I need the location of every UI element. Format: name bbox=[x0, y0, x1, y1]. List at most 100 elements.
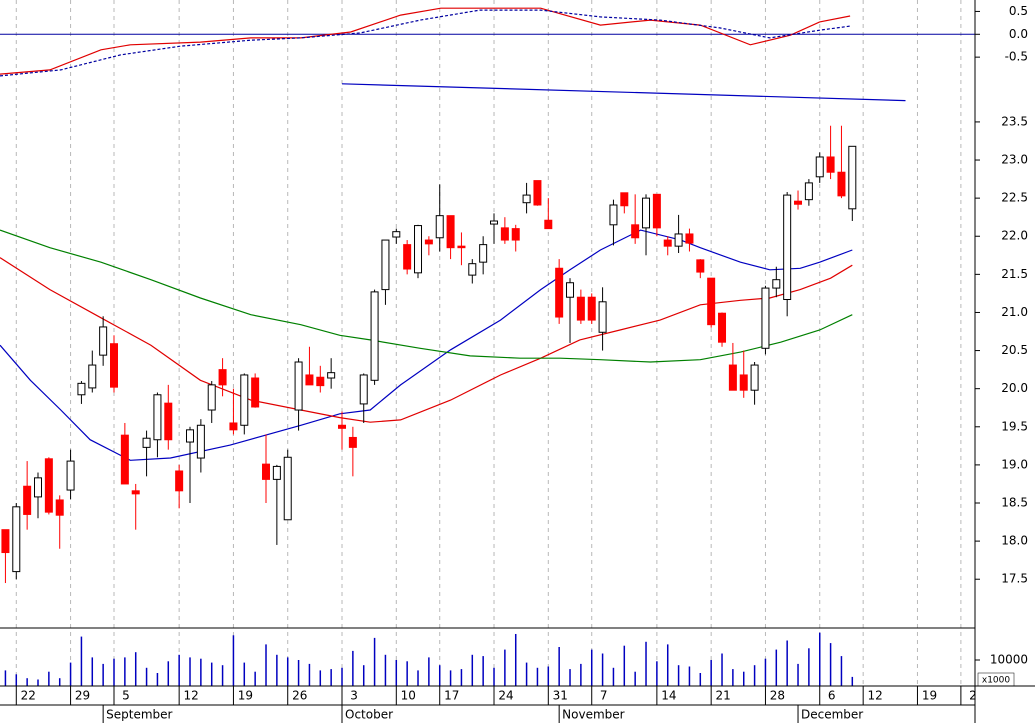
candle-body bbox=[164, 402, 173, 441]
y-tick-label: 0.5 bbox=[1009, 4, 1028, 18]
candle-body bbox=[262, 463, 271, 480]
y-tick-label: 20.0 bbox=[1001, 381, 1028, 395]
candle-body bbox=[620, 192, 629, 207]
y-tick-label: 23.0 bbox=[1001, 153, 1028, 167]
candle-body bbox=[272, 465, 281, 480]
line bbox=[0, 229, 853, 363]
x-tick-label: 19 bbox=[238, 689, 253, 703]
x-tick-label: 10 bbox=[401, 689, 416, 703]
candle-body bbox=[598, 301, 607, 333]
candle-body bbox=[142, 437, 151, 448]
y-tick-label: 20.5 bbox=[1001, 343, 1028, 357]
candle-body bbox=[207, 384, 216, 411]
candle-body bbox=[707, 277, 716, 326]
x-tick-label: 21 bbox=[716, 689, 731, 703]
candle-body bbox=[435, 215, 444, 239]
candle-body bbox=[196, 424, 205, 459]
x-tick-label: 28 bbox=[770, 689, 785, 703]
month-label: October bbox=[345, 708, 393, 722]
month-label: December bbox=[801, 708, 863, 722]
candle-body bbox=[457, 245, 466, 249]
candle-body bbox=[794, 200, 803, 205]
candle-body bbox=[251, 377, 260, 408]
candle-body bbox=[338, 424, 347, 429]
candle-body bbox=[34, 477, 43, 498]
candle-body bbox=[77, 382, 86, 396]
x-tick-label: 14 bbox=[661, 689, 676, 703]
x-tick-label: 26 bbox=[292, 689, 307, 703]
candle-body bbox=[750, 364, 759, 391]
candle-body bbox=[305, 374, 314, 386]
month-label: September bbox=[106, 708, 172, 722]
candle-body bbox=[718, 312, 727, 343]
candle-body bbox=[44, 458, 53, 513]
candle-body bbox=[153, 394, 162, 441]
candle-body bbox=[229, 422, 238, 431]
line bbox=[0, 7, 851, 75]
candle-body bbox=[381, 239, 390, 291]
y-tick-label: 18.0 bbox=[1001, 534, 1028, 548]
unit-label: x1000 bbox=[982, 676, 1011, 686]
candle-body bbox=[359, 374, 368, 405]
y-tick-label: 22.0 bbox=[1001, 229, 1028, 243]
candle-body bbox=[12, 506, 21, 573]
candle-body bbox=[533, 180, 542, 206]
candle-body bbox=[110, 343, 119, 388]
candle-body bbox=[826, 156, 835, 173]
candle-body bbox=[424, 239, 433, 245]
candle-body bbox=[446, 215, 455, 249]
x-tick-label: 22 bbox=[21, 689, 36, 703]
candle-body bbox=[175, 470, 184, 492]
candle-body bbox=[642, 197, 651, 229]
candle-body bbox=[468, 263, 477, 276]
candle-body bbox=[1, 529, 10, 554]
x-tick-label: 19 bbox=[922, 689, 937, 703]
candle-body bbox=[120, 434, 129, 485]
candle-body bbox=[631, 224, 640, 239]
x-tick-label: 17 bbox=[444, 689, 459, 703]
candle-body bbox=[522, 194, 531, 204]
y-tick-label: 22.5 bbox=[1001, 191, 1028, 205]
candle-body bbox=[23, 485, 32, 515]
candle-body bbox=[739, 374, 748, 391]
candle-body bbox=[696, 259, 705, 273]
line bbox=[341, 83, 906, 102]
candle-body bbox=[370, 291, 379, 381]
candle-body bbox=[66, 460, 75, 491]
candle-body bbox=[652, 193, 661, 229]
y-tick-label: 21.5 bbox=[1001, 267, 1028, 281]
candle-body bbox=[283, 456, 292, 521]
line bbox=[0, 9, 851, 77]
y-tick-label: 19.0 bbox=[1001, 457, 1028, 471]
candle-body bbox=[500, 227, 509, 241]
candle-body bbox=[772, 279, 781, 289]
candle-body bbox=[316, 376, 325, 387]
candle-body bbox=[837, 171, 846, 197]
candle-body bbox=[609, 204, 618, 226]
x-tick-label: 24 bbox=[498, 689, 513, 703]
candle-body bbox=[555, 267, 564, 318]
y-tick-label: 0.0 bbox=[1009, 27, 1028, 41]
candle-body bbox=[479, 244, 488, 263]
candle-body bbox=[848, 145, 857, 210]
candle-body bbox=[815, 156, 824, 178]
y-tick-label: 17.5 bbox=[1001, 572, 1028, 586]
candle-body bbox=[490, 220, 499, 225]
y-tick-label: 10000 bbox=[990, 652, 1028, 666]
candle-body bbox=[88, 364, 97, 389]
candle-body bbox=[131, 490, 140, 495]
y-tick-label: -0.5 bbox=[1005, 50, 1028, 64]
y-tick-label: 18.5 bbox=[1001, 496, 1028, 510]
candle-body bbox=[294, 361, 303, 411]
x-tick-label: 2 bbox=[969, 689, 977, 703]
x-tick-label: 12 bbox=[184, 689, 199, 703]
candle-body bbox=[511, 228, 520, 241]
x-tick-label: 29 bbox=[75, 689, 90, 703]
candle-body bbox=[327, 372, 336, 379]
x-tick-label: 3 bbox=[350, 689, 358, 703]
candle-body bbox=[544, 219, 553, 230]
candle-body bbox=[728, 364, 737, 391]
x-tick-label: 31 bbox=[553, 689, 568, 703]
x-tick-label: 7 bbox=[600, 689, 608, 703]
